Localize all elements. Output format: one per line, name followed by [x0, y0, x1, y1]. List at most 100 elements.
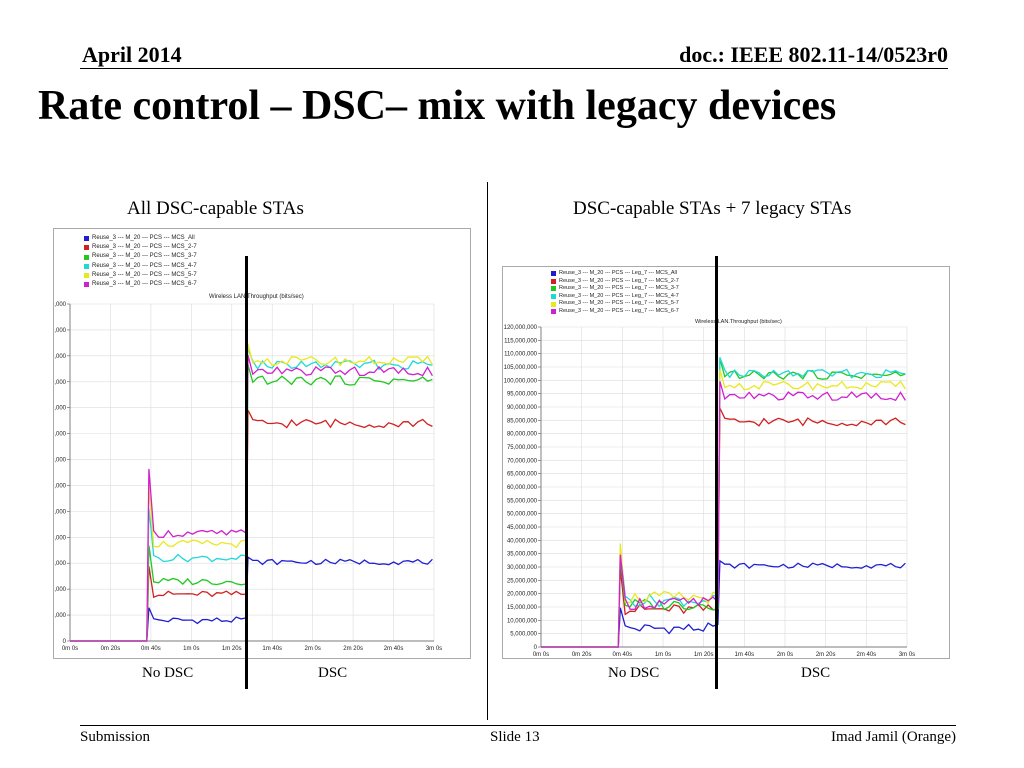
x-tick-label: 1m 0s — [655, 652, 671, 658]
right-chart-title: Wireless LAN.Throughput (bits/sec) — [695, 319, 782, 325]
y-tick-label: 80,000,000 — [54, 432, 67, 438]
y-tick-label: 10,000,000 — [507, 618, 538, 624]
header-doc-id: doc.: IEEE 802.11-14/0523r0 — [679, 42, 948, 67]
y-tick-label: 120,000,000 — [54, 328, 67, 334]
x-tick-label: 0m 0s — [62, 646, 78, 652]
y-tick-label: 20,000,000 — [507, 592, 538, 598]
x-tick-label: 2m 40s — [856, 652, 876, 658]
x-tick-label: 1m 40s — [734, 652, 754, 658]
legend-swatch — [84, 272, 89, 278]
y-tick-label: 40,000,000 — [54, 535, 67, 541]
legend-label: Reuse_3 --- M_20 --- PCS --- Leg_7 --- M… — [559, 292, 679, 299]
series-line — [541, 357, 906, 648]
right-chart-legend: Reuse_3 --- M_20 --- PCS --- Leg_7 --- M… — [551, 270, 679, 316]
legend-entry: Reuse_3 --- M_20 --- PCS --- Leg_7 --- M… — [551, 285, 679, 293]
footer-author: Imad Jamil (Orange) — [831, 729, 956, 745]
legend-entry: Reuse_3 --- M_20 --- PCS --- MCS_4-7 — [84, 262, 197, 271]
legend-label: Reuse_3 --- M_20 --- PCS --- MCS_2-7 — [92, 244, 197, 251]
legend-entry: Reuse_3 --- M_20 --- PCS --- MCS_2-7 — [84, 243, 197, 252]
legend-swatch — [551, 309, 556, 315]
legend-entry: Reuse_3 --- M_20 --- PCS --- MCS_All — [84, 234, 197, 243]
y-tick-label: 70,000,000 — [54, 458, 67, 464]
right-chart-subtitle: DSC-capable STAs + 7 legacy STAs — [573, 198, 852, 219]
y-tick-label: 70,000,000 — [507, 458, 538, 464]
y-tick-label: 30,000,000 — [54, 561, 67, 567]
legend-swatch — [84, 245, 89, 251]
left-caption-dsc: DSC — [318, 665, 348, 681]
series-line — [541, 559, 906, 648]
y-tick-label: 0 — [534, 645, 538, 651]
x-tick-label: 2m 20s — [343, 646, 363, 652]
column-divider — [487, 182, 488, 720]
y-tick-label: 95,000,000 — [507, 392, 538, 398]
left-chart-title: Wireless LAN.Throughput (bits/sec) — [209, 294, 304, 300]
series-line — [541, 369, 906, 648]
series-line — [70, 348, 433, 642]
x-tick-label: 0m 0s — [533, 652, 549, 658]
y-tick-label: 10,000,000 — [54, 613, 67, 619]
y-tick-label: 65,000,000 — [507, 472, 538, 478]
legend-swatch — [551, 278, 556, 284]
series-line — [70, 364, 433, 642]
series-line — [541, 407, 906, 648]
y-tick-label: 105,000,000 — [504, 365, 538, 371]
x-tick-label: 0m 40s — [141, 646, 161, 652]
y-tick-label: 55,000,000 — [507, 498, 538, 504]
legend-entry: Reuse_3 --- M_20 --- PCS --- Leg_7 --- M… — [551, 278, 679, 286]
legend-label: Reuse_3 --- M_20 --- PCS --- MCS_5-7 — [92, 271, 197, 278]
legend-label: Reuse_3 --- M_20 --- PCS --- MCS_All — [92, 235, 195, 241]
legend-label: Reuse_3 --- M_20 --- PCS --- Leg_7 --- M… — [559, 300, 679, 307]
legend-swatch — [551, 271, 556, 277]
x-tick-label: 1m 20s — [222, 646, 242, 652]
legend-entry: Reuse_3 --- M_20 --- PCS --- Leg_7 --- M… — [551, 293, 679, 301]
y-tick-label: 130,000,000 — [54, 302, 67, 308]
y-tick-label: 90,000,000 — [507, 405, 538, 411]
legend-label: Reuse_3 --- M_20 --- PCS --- Leg_7 --- M… — [559, 285, 679, 292]
y-tick-label: 85,000,000 — [507, 418, 538, 424]
y-tick-label: 20,000,000 — [54, 587, 67, 593]
legend-swatch — [84, 263, 89, 269]
y-tick-label: 45,000,000 — [507, 525, 538, 531]
legend-entry: Reuse_3 --- M_20 --- PCS --- Leg_7 --- M… — [551, 300, 679, 308]
y-tick-label: 0 — [63, 639, 67, 645]
y-tick-label: 80,000,000 — [507, 432, 538, 438]
y-tick-label: 120,000,000 — [504, 325, 538, 331]
left-chart-plot: 0 10,000,000 20,000,000 30,000,000 40,000,00… — [54, 302, 442, 652]
legend-swatch — [551, 301, 556, 307]
right-caption-no-dsc: No DSC — [608, 665, 660, 681]
legend-swatch — [551, 294, 556, 300]
y-tick-label: 110,000,000 — [54, 354, 67, 360]
footer-rule — [80, 725, 956, 726]
y-tick-label: 100,000,000 — [504, 378, 538, 384]
y-tick-label: 90,000,000 — [54, 406, 67, 412]
legend-swatch — [551, 286, 556, 292]
y-tick-label: 115,000,000 — [504, 338, 538, 344]
x-tick-label: 0m 40s — [612, 652, 632, 658]
y-tick-label: 5,000,000 — [510, 632, 537, 638]
x-tick-label: 0m 20s — [572, 652, 592, 658]
left-chart-subtitle: All DSC-capable STAs — [127, 198, 304, 219]
left-dsc-boundary-line — [245, 256, 248, 689]
y-tick-label: 100,000,000 — [54, 380, 67, 386]
x-tick-label: 1m 0s — [183, 646, 199, 652]
right-dsc-boundary-line — [715, 256, 718, 689]
x-tick-label: 0m 20s — [101, 646, 121, 652]
slide-title: Rate control – DSC– mix with legacy devi… — [38, 83, 837, 129]
y-tick-label: 40,000,000 — [507, 538, 538, 544]
series-line — [541, 381, 906, 648]
legend-swatch — [84, 282, 89, 288]
x-tick-label: 3m 0s — [426, 646, 442, 652]
series-line — [70, 409, 433, 642]
x-tick-label: 2m 0s — [304, 646, 320, 652]
left-throughput-chart: Reuse_3 --- M_20 --- PCS --- MCS_All Reus… — [53, 228, 471, 659]
legend-entry: Reuse_3 --- M_20 --- PCS --- Leg_7 --- M… — [551, 308, 679, 316]
legend-entry: Reuse_3 --- M_20 --- PCS --- Leg_7 --- M… — [551, 270, 679, 278]
y-tick-label: 15,000,000 — [507, 605, 538, 611]
footer-submission: Submission — [80, 729, 151, 745]
y-tick-label: 35,000,000 — [507, 552, 538, 558]
right-caption-dsc: DSC — [801, 665, 831, 681]
series-line — [541, 358, 906, 648]
right-chart-plot: 0 5,000,000 10,000,000 15,000,000 20,000,000… — [504, 325, 916, 658]
y-tick-label: 50,000,000 — [54, 509, 67, 515]
header-date: April 2014 — [82, 42, 182, 67]
